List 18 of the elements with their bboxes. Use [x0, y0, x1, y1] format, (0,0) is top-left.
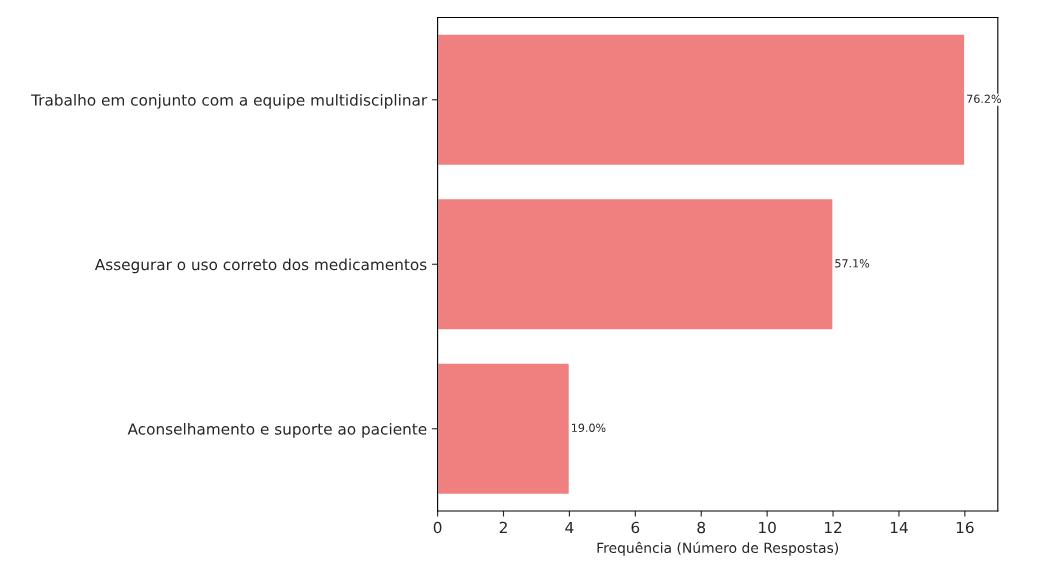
x-tick-label: 2	[499, 521, 507, 534]
bar	[437, 362, 571, 496]
y-tick-label: Assegurar o uso correto dos medicamentos	[94, 258, 427, 274]
x-tick-label: 6	[631, 521, 640, 534]
x-tick-label: 10	[759, 521, 776, 534]
annotation: 76.2%	[967, 94, 1001, 103]
x-tick-label: 4	[565, 521, 574, 534]
y-tick-label: Trabalho em conjunto com a equipe multidisciplinar	[31, 93, 428, 109]
x-tick-label: 12	[825, 521, 842, 534]
x-tick-label: 8	[697, 521, 706, 534]
x-tick-label: 14	[890, 521, 908, 534]
annotation: 57.1%	[835, 259, 870, 268]
y-tick-label: Aconselhamento e suporte ao paciente	[127, 422, 427, 438]
x-tick-label: 0	[433, 521, 442, 534]
x-tick-label: 16	[956, 521, 974, 534]
bar	[437, 197, 834, 331]
annotation: 19.0%	[572, 423, 606, 432]
x-axis-title: Frequência (Número de Respostas)	[597, 541, 839, 556]
